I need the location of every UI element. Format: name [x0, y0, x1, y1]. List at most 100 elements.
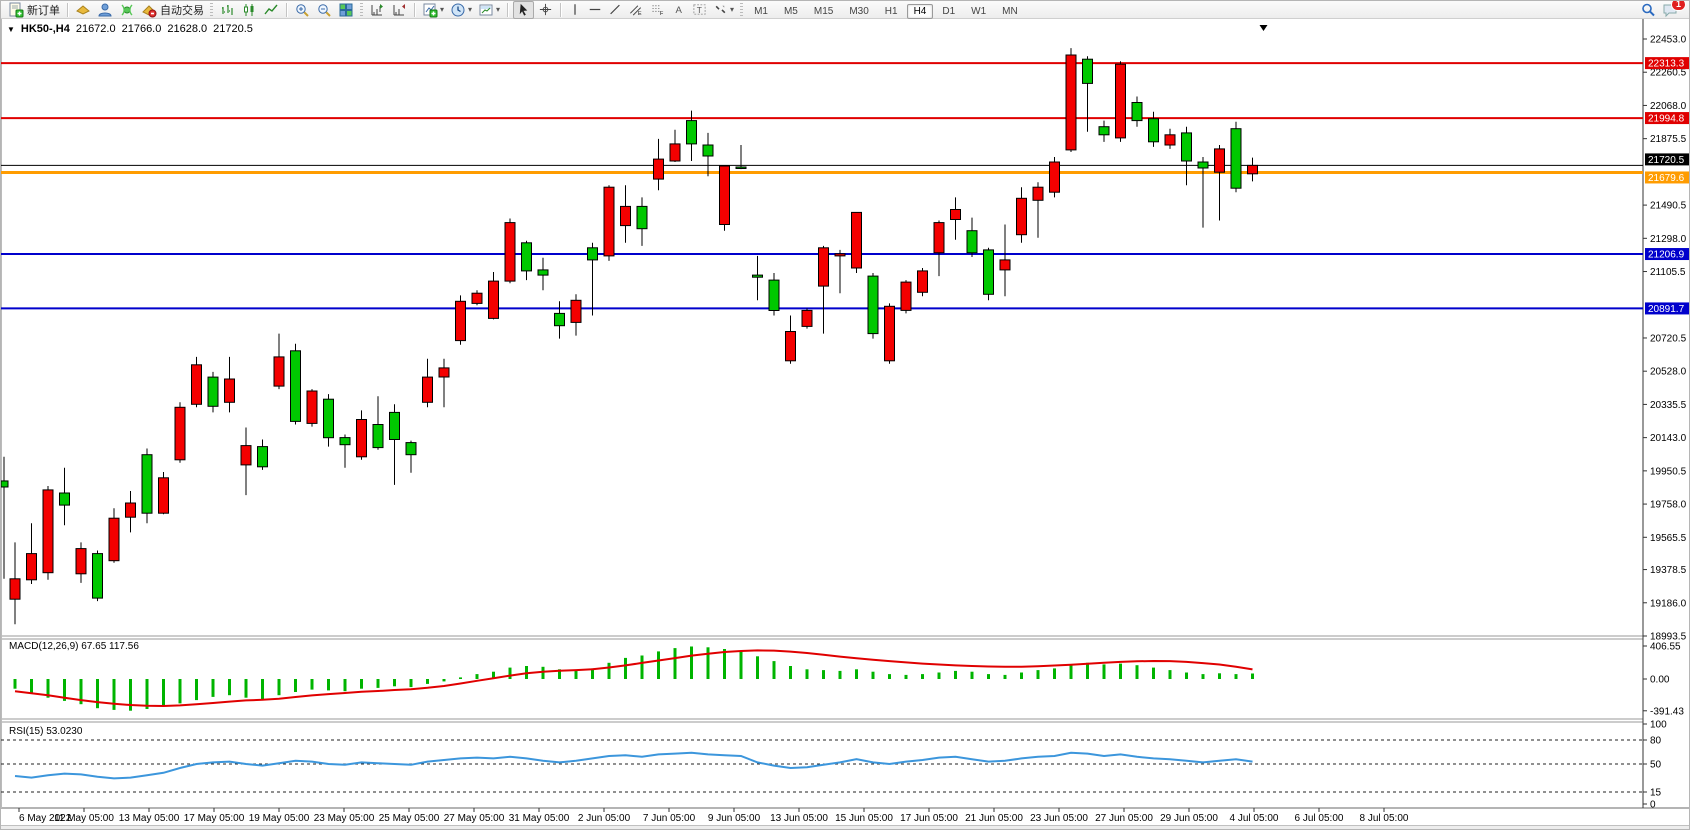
svg-text:19 May 05:00: 19 May 05:00 [249, 813, 310, 824]
toolbar-grip [210, 2, 213, 17]
svg-text:0.00: 0.00 [1650, 675, 1670, 686]
new-chart-icon [423, 3, 438, 17]
svg-text:21 Jun 05:00: 21 Jun 05:00 [965, 813, 1023, 824]
crosshair-icon [539, 3, 552, 16]
new-order-icon [9, 2, 24, 17]
cursor-tool-button[interactable] [513, 1, 535, 19]
arrows-tool-button[interactable]: ▾ [711, 2, 736, 18]
hline-tool-button[interactable] [586, 2, 604, 18]
toolbar-separator [67, 2, 68, 17]
open-value: 21672.0 [75, 23, 116, 35]
toolbar-separator [286, 2, 287, 17]
dropdown-arrow-icon: ▾ [496, 5, 501, 14]
timeframe-mn[interactable]: MN [1002, 5, 1018, 17]
zoom-in-icon [296, 3, 309, 17]
svg-text:6 Jul 05:00: 6 Jul 05:00 [1295, 813, 1344, 824]
svg-text:19758.0: 19758.0 [1650, 500, 1687, 511]
rsi-indicator-label: RSI(15) 53.0230 [9, 726, 83, 737]
arrows-icon [715, 5, 726, 14]
autotrade-button[interactable]: 自动交易 [139, 2, 206, 18]
search-icon [1642, 3, 1655, 16]
text-label-tool-button[interactable]: T [690, 2, 709, 18]
timeframe-group: M1 M5 M15 M30 H1 H4 D1 W1 MN [746, 1, 1026, 19]
timeframe-m1[interactable]: M1 [754, 5, 768, 17]
collapse-triangle-icon: ▼ [7, 24, 15, 34]
chart-shift-button[interactable] [367, 2, 387, 18]
svg-text:50: 50 [1650, 760, 1662, 771]
new-order-button[interactable]: 新订单 [6, 2, 62, 18]
svg-text:20528.0: 20528.0 [1650, 367, 1687, 378]
trendline-tool-button[interactable] [606, 2, 624, 18]
svg-text:7 Jun 05:00: 7 Jun 05:00 [643, 813, 696, 824]
svg-text:15 Jun 05:00: 15 Jun 05:00 [835, 813, 893, 824]
svg-text:100: 100 [1650, 720, 1667, 731]
accounts-button[interactable] [95, 2, 115, 18]
svg-text:19565.5: 19565.5 [1650, 533, 1687, 544]
chart-autoscroll-button[interactable] [389, 2, 409, 18]
svg-text:15: 15 [1650, 788, 1662, 799]
main-toolbar: 新订单 自动交易 [1, 1, 1689, 19]
svg-text:17 Jun 05:00: 17 Jun 05:00 [900, 813, 958, 824]
vline-tool-button[interactable] [566, 2, 584, 18]
tile-windows-icon [339, 3, 353, 16]
line-chart-button[interactable] [261, 2, 281, 18]
svg-text:31 May 05:00: 31 May 05:00 [509, 813, 570, 824]
svg-text:21679.6: 21679.6 [1648, 173, 1685, 184]
svg-text:21105.5: 21105.5 [1650, 267, 1686, 278]
cursor-icon [519, 3, 528, 16]
svg-text:20891.7: 20891.7 [1648, 304, 1685, 315]
zoom-out-button[interactable] [314, 2, 334, 18]
timeframe-h1[interactable]: H1 [884, 5, 898, 17]
vline-icon [574, 4, 576, 15]
svg-text:9 Jun 05:00: 9 Jun 05:00 [708, 813, 761, 824]
svg-text:18993.5: 18993.5 [1650, 632, 1687, 643]
signals-button[interactable] [117, 2, 137, 18]
history-center-button[interactable] [73, 2, 93, 18]
zoom-in-button[interactable] [292, 2, 312, 18]
channel-tool-button[interactable]: E [626, 2, 646, 18]
dropdown-arrow-icon: ▾ [468, 5, 473, 14]
bar-chart-button[interactable] [217, 2, 237, 18]
low-value: 21628.0 [167, 23, 208, 35]
tile-windows-button[interactable] [336, 2, 356, 18]
svg-text:11 May 05:00: 11 May 05:00 [54, 813, 114, 824]
autoscroll-icon [393, 3, 405, 15]
high-value: 21766.0 [121, 23, 162, 35]
svg-text:27 May 05:00: 27 May 05:00 [444, 813, 505, 824]
timeframe-h4[interactable]: H4 [906, 3, 934, 19]
macd-indicator-label: MACD(12,26,9) 67.65 117.56 [9, 641, 139, 652]
crosshair-tool-button[interactable] [536, 2, 555, 18]
chart-area[interactable]: ▼ HK50-,H4 21672.0 21766.0 21628.0 21720… [1, 19, 1690, 830]
svg-text:22313.3: 22313.3 [1648, 59, 1685, 70]
text-tool-button[interactable]: A [670, 2, 688, 18]
chat-badge: 1 [1670, 1, 1686, 11]
dropdown-arrow-icon: ▾ [730, 5, 735, 14]
templates-button[interactable]: ▾ [476, 2, 502, 18]
timeframe-m5[interactable]: M5 [783, 5, 798, 17]
svg-text:13 May 05:00: 13 May 05:00 [119, 813, 180, 824]
autotrade-icon [142, 4, 157, 17]
template-icon [479, 4, 493, 15]
svg-text:0: 0 [1650, 800, 1656, 811]
periods-button[interactable]: ▾ [448, 2, 474, 18]
new-chart-button[interactable]: ▾ [420, 2, 446, 18]
svg-text:19950.5: 19950.5 [1650, 466, 1687, 477]
toolbar-separator [414, 2, 415, 17]
autotrade-label: 自动交易 [160, 4, 204, 17]
chat-button[interactable]: 1 [1660, 1, 1686, 18]
timeframe-w1[interactable]: W1 [971, 5, 987, 17]
svg-text:22260.5: 22260.5 [1650, 68, 1687, 79]
timeframe-d1[interactable]: D1 [942, 5, 956, 17]
close-value: 21720.5 [213, 23, 253, 35]
funnel-icon [76, 4, 90, 15]
svg-text:E: E [638, 11, 642, 17]
svg-text:2 Jun 05:00: 2 Jun 05:00 [578, 813, 631, 824]
candlestick-chart[interactable]: 22453.0 22260.5 22068.0 21875.5 21490.5 21298… [1, 19, 1690, 830]
linechart-icon [264, 4, 278, 14]
timeframe-m15[interactable]: M15 [813, 5, 834, 17]
timeframe-m30[interactable]: M30 [849, 5, 869, 17]
search-button[interactable] [1638, 2, 1658, 18]
fibonacci-tool-button[interactable]: F [648, 2, 668, 18]
candle-chart-button[interactable] [239, 2, 259, 18]
